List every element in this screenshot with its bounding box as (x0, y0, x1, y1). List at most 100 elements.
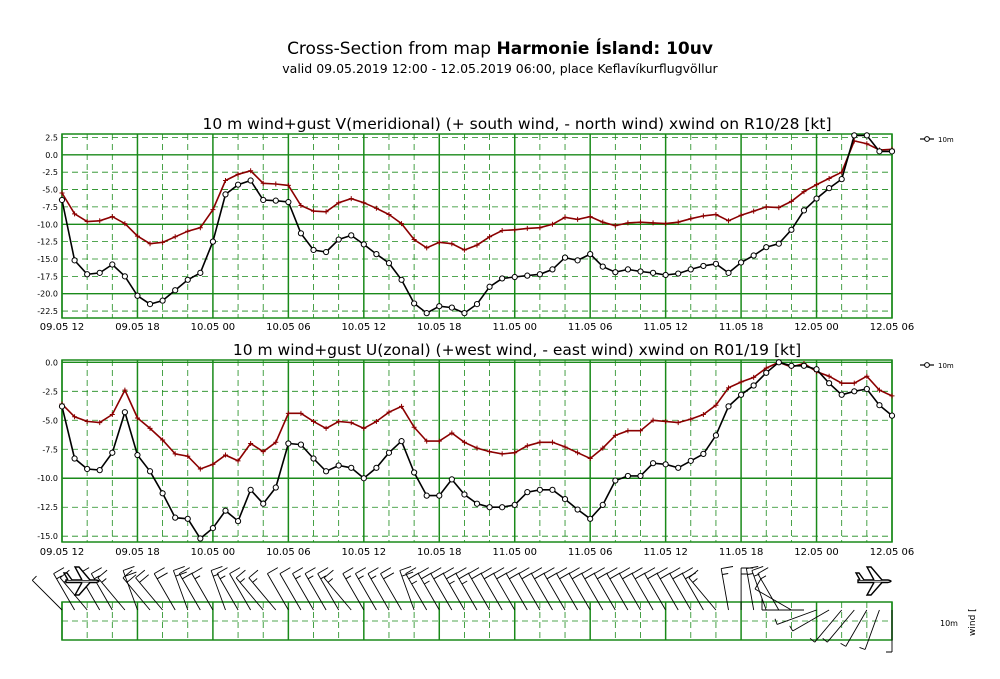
wind-point (486, 504, 493, 511)
gust-point (84, 218, 90, 224)
wind-point (121, 409, 128, 416)
wind-point (737, 391, 745, 398)
wind-point (310, 455, 317, 462)
gust-point (549, 439, 555, 445)
wind-point (448, 476, 455, 483)
wind-barb (505, 567, 528, 611)
gust-point (688, 216, 694, 222)
wind-point (360, 475, 367, 482)
wind-point (310, 246, 317, 254)
series-line-gust (61, 139, 893, 251)
gust-point (751, 208, 757, 214)
gust-point (197, 225, 203, 231)
wind-barb (279, 567, 302, 611)
wind-barb (886, 610, 893, 653)
x-tick-label: 09.05 12 (40, 322, 85, 333)
plot-frame (61, 133, 893, 319)
wind-point (536, 486, 543, 493)
wind-barb (135, 569, 163, 611)
gust-point (122, 221, 128, 227)
gust-point (235, 458, 241, 464)
gust-point (537, 225, 543, 231)
wind-point (876, 148, 883, 155)
gust-point (512, 227, 518, 233)
x-tick-label: 12.05 06 (870, 322, 915, 333)
gust-point (210, 461, 216, 467)
gust-point (122, 387, 128, 393)
x-tick-label: 10.05 18 (417, 322, 462, 333)
gust-point (637, 219, 643, 225)
gust-point (386, 409, 392, 415)
wind-barb (745, 566, 759, 611)
wind-point (373, 464, 380, 471)
y-tick-label: -10.0 (37, 474, 58, 483)
gust-point (59, 190, 65, 196)
wind-point (499, 275, 506, 282)
gust-point (562, 444, 568, 450)
wind-point (234, 518, 242, 525)
wind-point (58, 196, 66, 204)
gust-point (524, 443, 530, 449)
wind-point (851, 388, 858, 395)
legend-marker (924, 136, 930, 142)
wind-point (800, 207, 808, 214)
wind-point (700, 450, 707, 457)
gust-point (97, 420, 103, 426)
gust-point (461, 439, 467, 445)
gust-point (72, 414, 78, 420)
wind-point (121, 273, 128, 280)
wind-point (84, 271, 91, 278)
gust-point (222, 178, 228, 184)
wind-point (649, 269, 657, 276)
wind-point (146, 301, 154, 308)
wind-point (524, 489, 531, 496)
wind-barb (399, 565, 415, 611)
gust-point (562, 214, 568, 220)
gust-point (612, 432, 618, 438)
wind-barb (518, 567, 541, 611)
gust-point (248, 168, 254, 174)
wind-point (888, 412, 896, 419)
wind-barb (754, 578, 792, 611)
gust-point (373, 205, 379, 211)
wind-point (411, 469, 418, 476)
wind-point (109, 449, 116, 456)
wind-point (285, 198, 292, 206)
wind-point (373, 251, 380, 258)
y-tick-label: 0.0 (45, 358, 58, 367)
gust-point (663, 221, 669, 227)
gust-point (839, 380, 845, 386)
wind-point (348, 232, 355, 239)
wind-point (813, 195, 820, 202)
x-tick-label: 10.05 12 (342, 547, 387, 558)
x-tick-label: 12.05 06 (870, 547, 915, 558)
wind-barb (774, 609, 817, 625)
wind-point (285, 440, 292, 447)
wind-point (737, 259, 745, 266)
y-tick-label: 2.5 (45, 133, 58, 142)
gust-point (210, 207, 216, 213)
x-tick-label: 11.05 06 (568, 547, 613, 558)
wind-point (637, 472, 644, 480)
gust-point (499, 451, 505, 457)
gust-point (273, 181, 279, 187)
wind-point (209, 524, 217, 532)
wind-point (826, 185, 833, 192)
wind-barb (267, 567, 289, 611)
x-tick-label: 10.05 00 (191, 547, 236, 558)
airplane-fuselage (857, 579, 892, 584)
wind-point (234, 181, 242, 188)
main-title: Cross-Section from map Harmonie Ísland: … (0, 38, 1000, 60)
panel-title: 10 m wind+gust U(zonal) (+west wind, - e… (233, 341, 801, 359)
wind-point (863, 385, 870, 393)
gust-point (311, 208, 317, 214)
gust-point (738, 379, 744, 385)
gust-point (134, 415, 140, 421)
wind-point (599, 263, 606, 270)
wind-barb (859, 609, 880, 650)
wind-barb (304, 567, 327, 611)
gust-point (348, 196, 354, 202)
wind-point (763, 369, 770, 376)
wind-point (687, 266, 694, 273)
x-tick-label: 11.05 12 (643, 547, 688, 558)
